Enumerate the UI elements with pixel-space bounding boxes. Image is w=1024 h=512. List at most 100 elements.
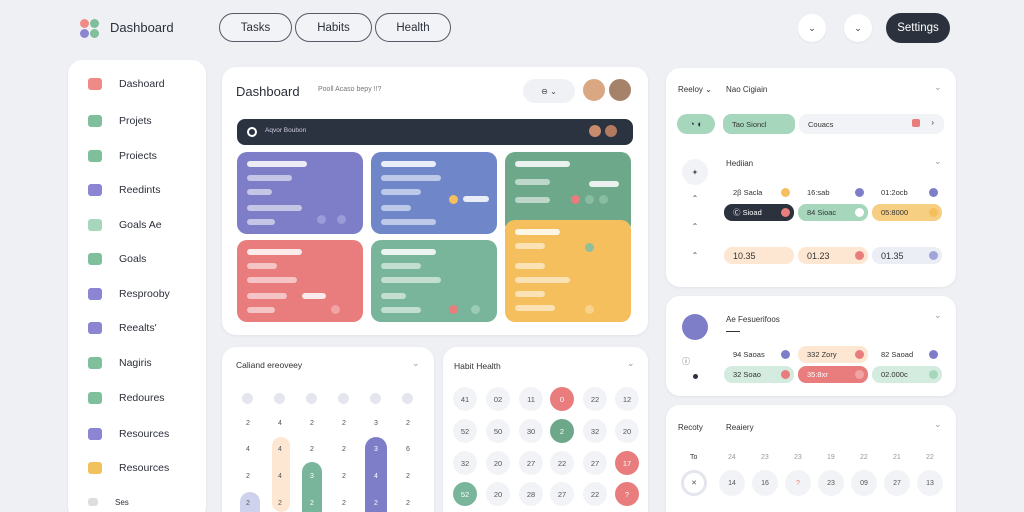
sidebar-item-resources-2[interactable]: Resources	[84, 457, 169, 479]
stat-chip[interactable]: 05:8000	[872, 204, 942, 221]
chevron-down-icon[interactable]: ⌄	[412, 358, 420, 368]
arrow-up-icon[interactable]: ⌃	[682, 213, 708, 239]
tab-habits[interactable]: Habits	[295, 13, 372, 42]
stat-chip[interactable]: 16:sab	[798, 184, 868, 201]
stat-chip[interactable]: 84 Sioac	[798, 204, 868, 221]
dropdown-button-2[interactable]: ⌄	[844, 14, 872, 42]
habit-day-cell[interactable]: 0	[550, 387, 574, 411]
day-cell[interactable]: 13	[917, 470, 943, 496]
stat-chip[interactable]: 10.35	[724, 247, 794, 264]
stat-chip[interactable]: 2β Sacla	[724, 184, 794, 201]
folder-icon	[88, 115, 102, 127]
calendar-day: 2	[406, 420, 410, 427]
card-tile-purple[interactable]	[237, 152, 363, 234]
chevron-down-icon[interactable]: ⌄	[934, 82, 942, 92]
sidebar-item-results-2[interactable]: Reealts'	[84, 317, 157, 339]
day-cell[interactable]: 16	[752, 470, 778, 496]
day-cell[interactable]: ?	[785, 470, 811, 496]
stat-chip[interactable]: Ⓒ Sioad	[724, 204, 794, 221]
calendar-day: 2	[342, 446, 346, 453]
habit-day-cell[interactable]: 27	[583, 451, 607, 475]
habit-day-cell[interactable]: 20	[486, 482, 510, 506]
chevron-down-icon[interactable]: ⌄	[627, 358, 635, 368]
habit-day-cell[interactable]: 22	[550, 451, 574, 475]
stat-chip[interactable]: 82 Saoad	[872, 346, 942, 363]
avatar[interactable]	[607, 77, 633, 103]
chevron-down-icon[interactable]: ⌄	[934, 156, 942, 166]
habit-day-cell[interactable]: 32	[583, 419, 607, 443]
sidebar-item-resources[interactable]: Resources	[84, 423, 169, 445]
user-menu[interactable]: ⊖ ⌄	[523, 79, 575, 103]
tag-chip[interactable]: Tao Sioncl	[723, 114, 795, 134]
sidebar-item-ses[interactable]: Ses	[84, 491, 129, 512]
card-tile-red[interactable]	[237, 240, 363, 322]
sidebar-item-redoures[interactable]: Redoures	[84, 387, 165, 409]
avatar[interactable]	[581, 77, 607, 103]
stat-chip[interactable]: 01:2ocb	[872, 184, 942, 201]
habit-day-cell[interactable]: 2	[550, 419, 574, 443]
day-cell[interactable]: 23	[818, 470, 844, 496]
chevron-down-icon[interactable]: ⌄	[934, 310, 942, 320]
chevron-down-icon[interactable]: ⌄	[934, 419, 942, 429]
habit-day-cell[interactable]: 22	[583, 387, 607, 411]
arrow-up-icon[interactable]: ⌃	[682, 185, 708, 211]
settings-button[interactable]: Settings	[886, 13, 950, 43]
sidebar-item-goals[interactable]: Goals	[84, 248, 146, 270]
habit-day-cell[interactable]: 52	[453, 419, 477, 443]
sidebar-item-goals-ae[interactable]: Goals Ae	[84, 214, 162, 236]
day-cell[interactable]: 14	[719, 470, 745, 496]
calendar-day: 4	[278, 446, 282, 453]
card-tile-yellow[interactable]	[505, 220, 631, 322]
stat-chip[interactable]: 32 Soao	[724, 366, 794, 383]
habit-day-cell[interactable]: 32	[453, 451, 477, 475]
day-cell[interactable]: 09	[851, 470, 877, 496]
stat-chip[interactable]: 02.000c	[872, 366, 942, 383]
habit-day-cell[interactable]: 11	[519, 387, 543, 411]
habit-day-cell[interactable]: 52	[453, 482, 477, 506]
sidebar-item-dashboard[interactable]: Dashoard	[84, 73, 165, 95]
habit-day-cell[interactable]: 27	[550, 482, 574, 506]
habit-day-cell[interactable]: 41	[453, 387, 477, 411]
sidebar-item-projects-2[interactable]: Proiects	[84, 145, 157, 167]
card-tile-teal[interactable]	[371, 240, 497, 322]
dropdown-button-1[interactable]: ⌄	[798, 14, 826, 42]
search-bar[interactable]: Aqvor Boubon	[237, 119, 633, 145]
habit-day-cell[interactable]: 50	[486, 419, 510, 443]
habit-day-cell[interactable]: 20	[486, 451, 510, 475]
habit-day-cell[interactable]: 02	[486, 387, 510, 411]
sidebar-item-projects[interactable]: Projets	[84, 110, 152, 132]
stat-chip[interactable]: 01.35	[872, 247, 942, 264]
tab-tasks[interactable]: Tasks	[219, 13, 292, 42]
star-icon[interactable]: ✦	[682, 159, 708, 185]
placeholder-bar	[381, 263, 421, 269]
habit-day-cell[interactable]: 28	[519, 482, 543, 506]
habit-day-cell[interactable]: 12	[615, 387, 639, 411]
habit-day-cell[interactable]: 17	[615, 451, 639, 475]
sidebar-item-navigation[interactable]: Nagiris	[84, 352, 152, 374]
filter-dropdown-1[interactable]: Reeloy ⌄	[678, 85, 712, 94]
day-label: 19	[827, 454, 835, 461]
weekday-dot	[338, 393, 349, 404]
avatar[interactable]	[682, 314, 708, 340]
habit-day-cell[interactable]: 22	[583, 482, 607, 506]
arrow-up-icon[interactable]: ⌃	[682, 242, 708, 268]
sidebar-item-results[interactable]: Reedints	[84, 179, 160, 201]
close-icon[interactable]: ✕	[681, 470, 707, 496]
stat-chip[interactable]: 332 Zory	[798, 346, 868, 363]
stat-chip[interactable]: 01.23	[798, 247, 868, 264]
target-icon	[88, 253, 102, 265]
habit-day-cell[interactable]: ?	[615, 482, 639, 506]
habit-day-cell[interactable]: 27	[519, 451, 543, 475]
habit-day-cell[interactable]: 30	[519, 419, 543, 443]
sidebar-item-responsibility[interactable]: Resprooby	[84, 283, 170, 305]
tab-health[interactable]: Health	[375, 13, 451, 42]
toggle-icon[interactable]: ◔ ◐	[677, 114, 715, 134]
tag-chip[interactable]: Couacs ›	[799, 114, 944, 134]
chart-icon	[88, 322, 102, 334]
stat-chip[interactable]: 94 Saoas	[724, 346, 794, 363]
day-label: To	[690, 454, 698, 461]
card-tile-blue[interactable]	[371, 152, 497, 234]
stat-chip[interactable]: 35:8xr	[798, 366, 868, 383]
day-cell[interactable]: 27	[884, 470, 910, 496]
habit-day-cell[interactable]: 20	[615, 419, 639, 443]
